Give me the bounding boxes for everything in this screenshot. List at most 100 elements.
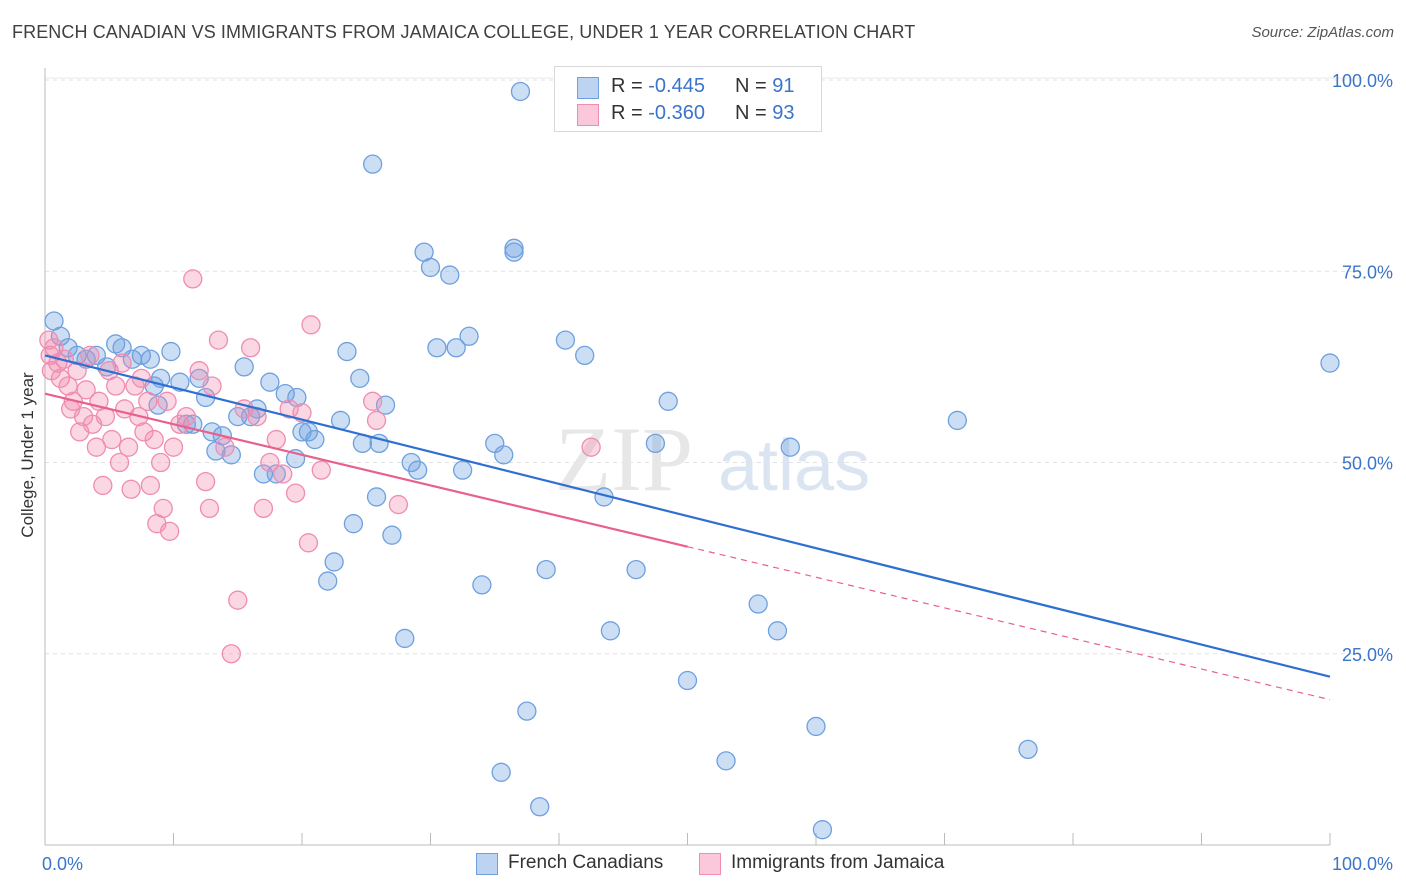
point-jamaica bbox=[183, 269, 203, 289]
point-french-canadians bbox=[401, 452, 421, 473]
point-french-canadians bbox=[382, 525, 402, 545]
point-french-canadians bbox=[517, 701, 537, 721]
point-french-canadians bbox=[1320, 353, 1340, 373]
point-jamaica bbox=[157, 391, 177, 411]
legend-r-value: R = -0.360 bbox=[611, 102, 705, 124]
y-tick-label: 75.0% bbox=[1342, 262, 1393, 282]
point-french-canadians bbox=[626, 559, 646, 580]
point-jamaica bbox=[273, 464, 293, 484]
point-french-canadians bbox=[221, 445, 241, 465]
point-french-canadians bbox=[318, 571, 338, 591]
point-french-canadians bbox=[350, 368, 370, 389]
point-french-canadians bbox=[50, 326, 71, 346]
point-french-canadians bbox=[407, 460, 428, 480]
y-axis-label: College, Under 1 year bbox=[18, 372, 37, 538]
point-french-canadians bbox=[395, 628, 415, 649]
trend-lines bbox=[44, 354, 1331, 701]
point-french-canadians bbox=[494, 445, 514, 465]
legend-label: French Canadians bbox=[508, 852, 664, 873]
legend-n-value: N = 93 bbox=[735, 102, 795, 124]
point-french-canadians bbox=[366, 487, 387, 507]
point-jamaica bbox=[67, 361, 87, 381]
point-french-canadians bbox=[645, 433, 666, 454]
point-french-canadians bbox=[491, 762, 511, 782]
point-jamaica bbox=[163, 437, 184, 457]
point-jamaica bbox=[366, 410, 387, 431]
axes bbox=[44, 68, 1331, 846]
point-jamaica bbox=[202, 376, 222, 396]
point-jamaica bbox=[150, 452, 171, 473]
point-jamaica bbox=[228, 590, 248, 610]
point-french-canadians bbox=[812, 820, 833, 840]
point-french-canadians bbox=[600, 621, 621, 641]
point-french-canadians bbox=[266, 464, 286, 484]
point-jamaica bbox=[285, 483, 306, 503]
point-jamaica bbox=[298, 533, 319, 553]
point-jamaica bbox=[195, 471, 216, 492]
point-jamaica bbox=[58, 376, 78, 396]
legend-label: Immigrants from Jamaica bbox=[731, 852, 945, 873]
point-french-canadians bbox=[446, 338, 466, 358]
point-french-canadians bbox=[530, 797, 550, 817]
point-jamaica bbox=[102, 429, 122, 450]
point-jamaica bbox=[86, 437, 107, 457]
point-french-canadians bbox=[170, 372, 190, 392]
legend-swatch-blue bbox=[476, 853, 498, 875]
point-jamaica bbox=[388, 494, 409, 515]
point-jamaica bbox=[581, 437, 601, 457]
point-jamaica bbox=[292, 403, 312, 423]
trend-line-french-canadians bbox=[44, 354, 1331, 678]
legend-r-value: R = -0.445 bbox=[611, 75, 705, 97]
point-french-canadians bbox=[275, 383, 295, 404]
point-jamaica bbox=[106, 376, 126, 396]
point-french-canadians bbox=[260, 372, 280, 392]
point-french-canadians bbox=[575, 345, 595, 366]
point-jamaica bbox=[144, 429, 164, 450]
point-french-canadians bbox=[420, 257, 441, 278]
point-french-canadians bbox=[767, 621, 788, 641]
point-jamaica bbox=[215, 437, 235, 457]
point-french-canadians bbox=[343, 514, 364, 534]
trend-line-jamaica bbox=[44, 392, 688, 548]
point-jamaica bbox=[112, 353, 132, 373]
point-jamaica bbox=[221, 644, 241, 664]
point-french-canadians bbox=[748, 594, 768, 614]
point-french-canadians bbox=[947, 410, 967, 431]
x-tick-label: 0.0% bbox=[42, 854, 83, 874]
point-jamaica bbox=[199, 498, 220, 519]
point-jamaica bbox=[80, 345, 100, 366]
point-french-canadians bbox=[536, 559, 556, 580]
watermark-zip: ZIP bbox=[555, 408, 693, 510]
y-tick-label: 25.0% bbox=[1342, 645, 1393, 665]
point-jamaica bbox=[311, 460, 331, 480]
point-jamaica bbox=[159, 521, 180, 541]
point-french-canadians bbox=[780, 437, 800, 457]
point-french-canadians bbox=[234, 357, 254, 377]
point-jamaica bbox=[109, 452, 130, 473]
point-jamaica bbox=[153, 498, 173, 519]
point-french-canadians bbox=[440, 265, 460, 285]
legend-n-value: N = 91 bbox=[735, 75, 795, 97]
point-jamaica bbox=[176, 406, 197, 427]
point-french-canadians bbox=[337, 341, 357, 362]
point-jamaica bbox=[240, 338, 261, 358]
point-french-canadians bbox=[504, 242, 524, 262]
point-french-canadians bbox=[305, 429, 325, 450]
point-jamaica bbox=[76, 380, 96, 400]
x-tick-label: 100.0% bbox=[1332, 854, 1393, 874]
point-french-canadians bbox=[658, 391, 678, 411]
point-french-canadians bbox=[555, 330, 576, 350]
point-jamaica bbox=[138, 391, 158, 411]
point-jamaica bbox=[260, 452, 280, 473]
point-jamaica bbox=[118, 437, 139, 457]
legend-stats: R = -0.445 N = 91 R = -0.360 N = 93 bbox=[554, 66, 822, 132]
point-jamaica bbox=[189, 361, 209, 381]
watermark-atlas: atlas bbox=[718, 426, 870, 506]
point-french-canadians bbox=[161, 341, 181, 362]
point-jamaica bbox=[50, 368, 71, 389]
y-tick-label: 100.0% bbox=[1332, 71, 1393, 91]
point-french-canadians bbox=[427, 338, 447, 358]
point-french-canadians bbox=[140, 349, 161, 369]
tick-labels: 25.0% 50.0% 75.0% 100.0% 0.0% 100.0% bbox=[42, 71, 1393, 874]
point-jamaica bbox=[266, 429, 286, 450]
